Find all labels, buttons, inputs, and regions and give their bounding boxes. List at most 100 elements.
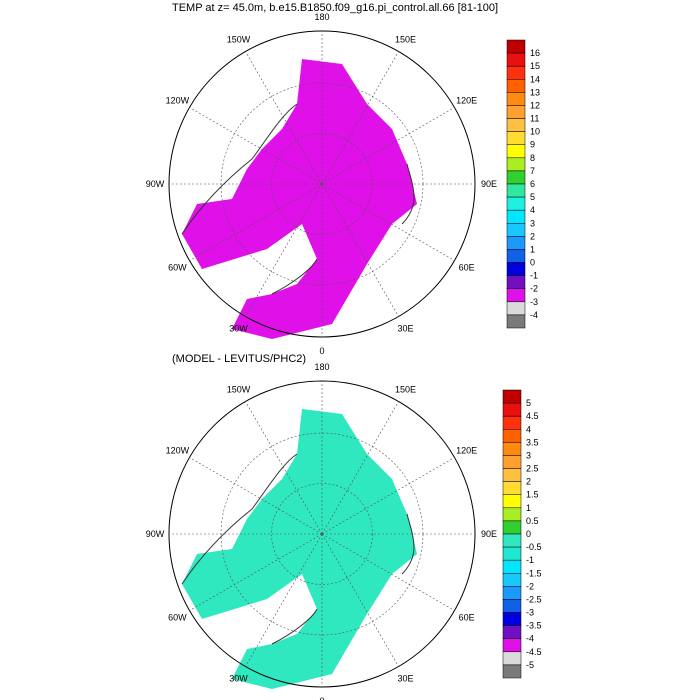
longitude-label: 60W <box>168 263 187 273</box>
colorbar-swatch <box>506 170 526 185</box>
meridian-line <box>245 533 323 667</box>
colorbar-swatch <box>506 275 526 289</box>
longitude-label: 150W <box>227 384 251 394</box>
colorbar-swatch <box>502 586 522 600</box>
colorbar-swatch <box>502 429 522 443</box>
colorbar-label: -4 <box>530 310 538 320</box>
colorbar-label: 3 <box>530 218 535 228</box>
ocean-field <box>182 59 417 339</box>
colorbar-swatch <box>502 468 522 482</box>
colorbar-label: -5 <box>526 660 534 670</box>
longitude-label: 120W <box>166 96 190 106</box>
colorbar-label: 0 <box>526 529 531 539</box>
colorbar-swatch <box>506 105 526 119</box>
longitude-label: 120W <box>166 446 190 456</box>
longitude-label: 150E <box>395 384 416 394</box>
ocean-field <box>182 409 417 689</box>
colorbar-swatch <box>502 599 522 613</box>
colorbar-swatch <box>502 612 522 626</box>
longitude-label: 180 <box>314 12 329 22</box>
meridian-line <box>321 457 455 535</box>
colorbar-swatch <box>506 249 526 263</box>
colorbar-label: 2.5 <box>526 464 539 474</box>
panel-title: TEMP at z= 45.0m, b.e15.B1850.f09_g16.pi… <box>172 2 499 14</box>
meridian-line <box>189 533 323 611</box>
colorbar-swatch <box>502 507 522 522</box>
longitude-label: 90E <box>481 179 497 189</box>
colorbar-label: -4.5 <box>526 647 542 657</box>
colorbar-label: 8 <box>530 153 535 163</box>
meridian-line <box>321 533 399 667</box>
longitude-label: 120E <box>456 96 477 106</box>
colorbar-label: -3.5 <box>526 621 542 631</box>
colorbar-swatch <box>506 196 526 211</box>
colorbar-label: 4 <box>530 205 535 215</box>
colorbar-swatch <box>506 131 526 145</box>
meridian-line <box>245 183 323 317</box>
longitude-label: 60E <box>459 263 475 273</box>
colorbar-label: -1.5 <box>526 568 542 578</box>
colorbar-label: 1.5 <box>526 490 539 500</box>
colorbar-swatch <box>506 157 526 172</box>
colorbar-label: -2 <box>530 284 538 294</box>
meridian-line <box>321 183 455 261</box>
longitude-label: 90E <box>481 529 497 539</box>
colorbar-label: 5 <box>530 192 535 202</box>
colorbar-swatch <box>506 52 526 67</box>
colorbar-label: 13 <box>530 87 540 97</box>
colorbar-label: 1 <box>530 244 535 254</box>
colorbar-label: 10 <box>530 127 540 137</box>
colorbar-swatch <box>506 236 526 250</box>
colorbar-label: 4 <box>526 424 531 434</box>
panel-title: (MODEL - LEVITUS/PHC2) <box>172 353 307 365</box>
colorbar-label: 6 <box>530 179 535 189</box>
colorbar-label: 1 <box>526 503 531 513</box>
colorbar-swatch <box>502 389 522 404</box>
meridian-line <box>189 107 323 185</box>
colorbar-swatch <box>502 559 522 574</box>
colorbar-swatch <box>502 402 522 417</box>
meridian-line <box>321 51 399 185</box>
longitude-label: 90W <box>146 529 165 539</box>
colorbar-label: 15 <box>530 61 540 71</box>
colorbar-swatch <box>506 118 526 132</box>
colorbar-label: 12 <box>530 100 540 110</box>
latitude-line <box>271 133 373 235</box>
colorbar-label: 16 <box>530 48 540 58</box>
longitude-label: 60W <box>168 613 187 623</box>
meridian-line <box>321 401 399 535</box>
longitude-label: 150W <box>227 34 251 44</box>
polar-map-difference: 180 150E 120E 90E 60E 30E 0 30W 60W 90W 120W 150W 5… <box>146 362 542 700</box>
colorbar-label: 4.5 <box>526 411 539 421</box>
colorbar-swatch <box>506 262 526 276</box>
longitude-label: 180 <box>314 362 329 372</box>
colorbar-swatch <box>502 520 522 535</box>
colorbar-label: 7 <box>530 166 535 176</box>
colorbar-swatch <box>502 481 522 495</box>
colorbar-swatch <box>502 664 522 679</box>
colorbar-label: -2.5 <box>526 594 542 604</box>
colorbar-swatch <box>502 625 522 639</box>
colorbar-swatch <box>502 638 522 653</box>
meridian-line <box>321 533 455 611</box>
colorbar-swatch <box>502 442 522 456</box>
colorbar-label: -2 <box>526 581 534 591</box>
colorbar-swatch <box>506 223 526 237</box>
longitude-label: 30E <box>397 674 413 684</box>
colorbar-label: 11 <box>530 114 539 124</box>
longitude-label: 0 <box>319 696 324 700</box>
longitude-label: 0 <box>319 346 324 356</box>
colorbar-label: -3 <box>526 608 534 618</box>
colorbar-swatch <box>506 314 526 329</box>
colorbar-swatch <box>506 79 526 93</box>
latitude-line <box>271 483 373 585</box>
colorbar-swatch <box>506 39 526 54</box>
colorbar-swatch <box>502 573 522 587</box>
colorbar-label: -0.5 <box>526 542 542 552</box>
meridian-line <box>189 457 323 535</box>
colorbar-swatch <box>506 288 526 303</box>
colorbar-swatch <box>506 144 526 159</box>
colorbar-swatch <box>506 65 526 80</box>
map-panel-temperature: TEMP at z= 45.0m, b.e15.B1850.f09_g16.pi… <box>146 2 540 356</box>
longitude-label: 30W <box>229 674 248 684</box>
